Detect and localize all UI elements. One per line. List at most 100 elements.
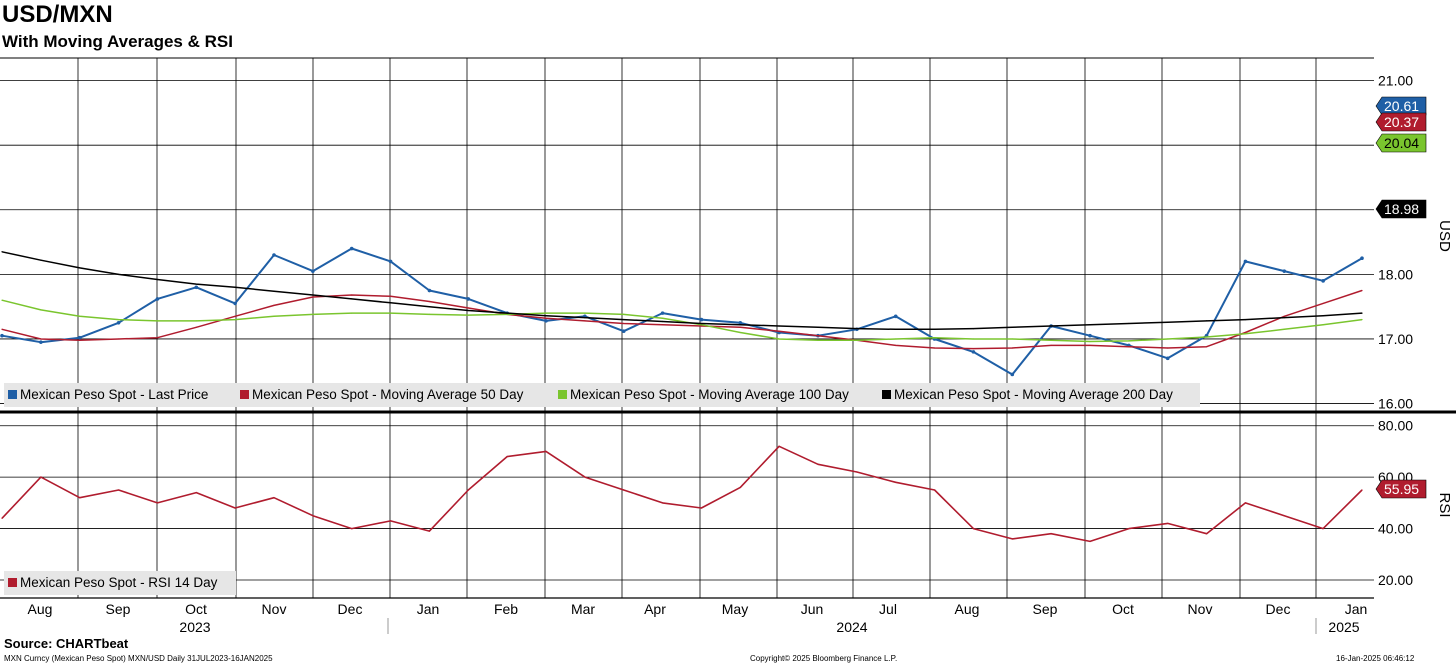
ma100-point bbox=[273, 315, 275, 317]
ma50-point bbox=[467, 307, 469, 309]
ma50-point bbox=[389, 295, 392, 297]
ma50-point bbox=[1244, 331, 1247, 334]
ma100-line bbox=[1, 299, 1363, 343]
rsi-point bbox=[312, 515, 314, 517]
rsi-point bbox=[389, 520, 392, 522]
last-price-point bbox=[349, 246, 354, 251]
rsi-point bbox=[1205, 533, 1208, 535]
rsi-tick-label: 80.00 bbox=[1378, 418, 1413, 434]
last-price-point bbox=[1321, 279, 1325, 283]
ma100-point bbox=[1167, 338, 1169, 340]
price-tick-label: 17.00 bbox=[1378, 331, 1413, 347]
ma50-point bbox=[584, 320, 586, 322]
ma50-tag: 20.37 bbox=[1384, 114, 1419, 130]
ma200-point bbox=[1050, 325, 1052, 327]
ma200-point bbox=[1283, 317, 1285, 319]
ma200-point bbox=[117, 273, 120, 275]
ma200-point bbox=[972, 328, 975, 330]
ma200-point bbox=[817, 326, 819, 328]
month-label-11: Jul bbox=[879, 601, 897, 617]
last-price-point bbox=[388, 259, 393, 264]
ma100-point bbox=[1205, 336, 1208, 338]
month-label-14: Oct bbox=[1112, 601, 1134, 617]
ma100-point bbox=[700, 324, 703, 326]
ma100-point bbox=[1244, 333, 1247, 335]
rsi-last-tag: 55.95 bbox=[1384, 481, 1419, 497]
rsi-last-tag-bg bbox=[1375, 479, 1427, 499]
rsi-point bbox=[351, 527, 353, 530]
chart-subtitle: With Moving Averages & RSI bbox=[2, 32, 233, 51]
ma100-point bbox=[117, 318, 120, 321]
ma50-point bbox=[40, 338, 42, 340]
rsi-point bbox=[739, 486, 741, 489]
ma200-point bbox=[545, 315, 547, 317]
rsi-point bbox=[972, 527, 975, 530]
ma50-point bbox=[1205, 346, 1208, 348]
rsi-point bbox=[1011, 538, 1013, 540]
last-price-tag-group: 20.61 bbox=[1375, 96, 1427, 116]
ma200-point bbox=[700, 322, 703, 325]
ma200-tag: 18.98 bbox=[1384, 201, 1419, 217]
ma100-point bbox=[351, 312, 353, 314]
label-layer: 16.0017.0018.0021.0020.0040.0060.0080.00… bbox=[4, 73, 1453, 635]
rsi-point bbox=[273, 497, 275, 499]
ma50-point bbox=[1050, 344, 1052, 347]
rsi-point bbox=[1089, 540, 1091, 543]
last-price-point bbox=[77, 335, 82, 340]
ma50-point bbox=[1322, 302, 1324, 305]
rsi-point bbox=[1283, 515, 1285, 517]
rsi-axis-label: RSI bbox=[1436, 492, 1453, 517]
rsi-point bbox=[1244, 502, 1247, 504]
ma100-point bbox=[467, 314, 469, 316]
ma200-point bbox=[40, 259, 42, 261]
ma200-point bbox=[584, 317, 586, 319]
ma50-point bbox=[933, 347, 936, 349]
ma100-tag: 20.04 bbox=[1384, 135, 1419, 151]
last-price-point bbox=[272, 253, 276, 257]
ma100-point bbox=[972, 338, 975, 340]
rsi-point bbox=[40, 476, 42, 478]
ma100-point bbox=[1128, 340, 1130, 342]
ma200-point bbox=[1322, 315, 1324, 317]
last-price-point bbox=[1360, 256, 1364, 261]
rsi-point bbox=[506, 455, 508, 458]
rsi-point bbox=[117, 489, 120, 491]
ma100-point bbox=[739, 331, 741, 334]
ma200-point bbox=[1167, 321, 1169, 323]
rsi-point bbox=[895, 481, 897, 483]
ma50-point bbox=[1011, 347, 1013, 349]
month-label-17: Jan bbox=[1345, 601, 1368, 617]
month-label-9: May bbox=[722, 601, 748, 617]
legend-swatch-3 bbox=[882, 390, 891, 399]
ma100-point bbox=[79, 315, 81, 317]
last-price-point bbox=[116, 321, 121, 325]
price-tick-label: 21.00 bbox=[1378, 73, 1413, 89]
last-price-point bbox=[233, 301, 237, 306]
rsi-legend-entry: Mexican Peso Spot - RSI 14 Day bbox=[20, 575, 218, 590]
grid-layer bbox=[0, 57, 1456, 634]
month-label-4: Dec bbox=[338, 601, 363, 617]
footer-copyright: Copyright© 2025 Bloomberg Finance L.P. bbox=[750, 654, 898, 663]
price-axis-label: USD bbox=[1436, 220, 1453, 252]
month-label-12: Aug bbox=[955, 601, 980, 617]
source-note: Source: CHARTbeat bbox=[4, 636, 129, 651]
month-label-1: Sep bbox=[106, 601, 131, 617]
rsi-point bbox=[1361, 489, 1363, 491]
legend-swatch-0 bbox=[8, 390, 17, 399]
month-label-15: Nov bbox=[1188, 601, 1213, 617]
rsi-legend-bg bbox=[4, 571, 236, 595]
ma50-point bbox=[700, 325, 703, 327]
rsi-point bbox=[1050, 533, 1052, 535]
ma50-point bbox=[117, 338, 120, 340]
footer-left-note: MXN Curncy (Mexican Peso Spot) MXN/USD D… bbox=[4, 654, 273, 663]
last-price-point bbox=[1165, 356, 1170, 361]
ma50-point bbox=[312, 296, 314, 298]
last-price-point bbox=[155, 297, 160, 301]
last-price-point bbox=[1010, 372, 1015, 377]
last-price-point bbox=[1282, 269, 1287, 273]
ma50-point bbox=[817, 335, 819, 337]
last-price-point bbox=[0, 333, 4, 338]
rsi-point bbox=[1167, 522, 1169, 525]
